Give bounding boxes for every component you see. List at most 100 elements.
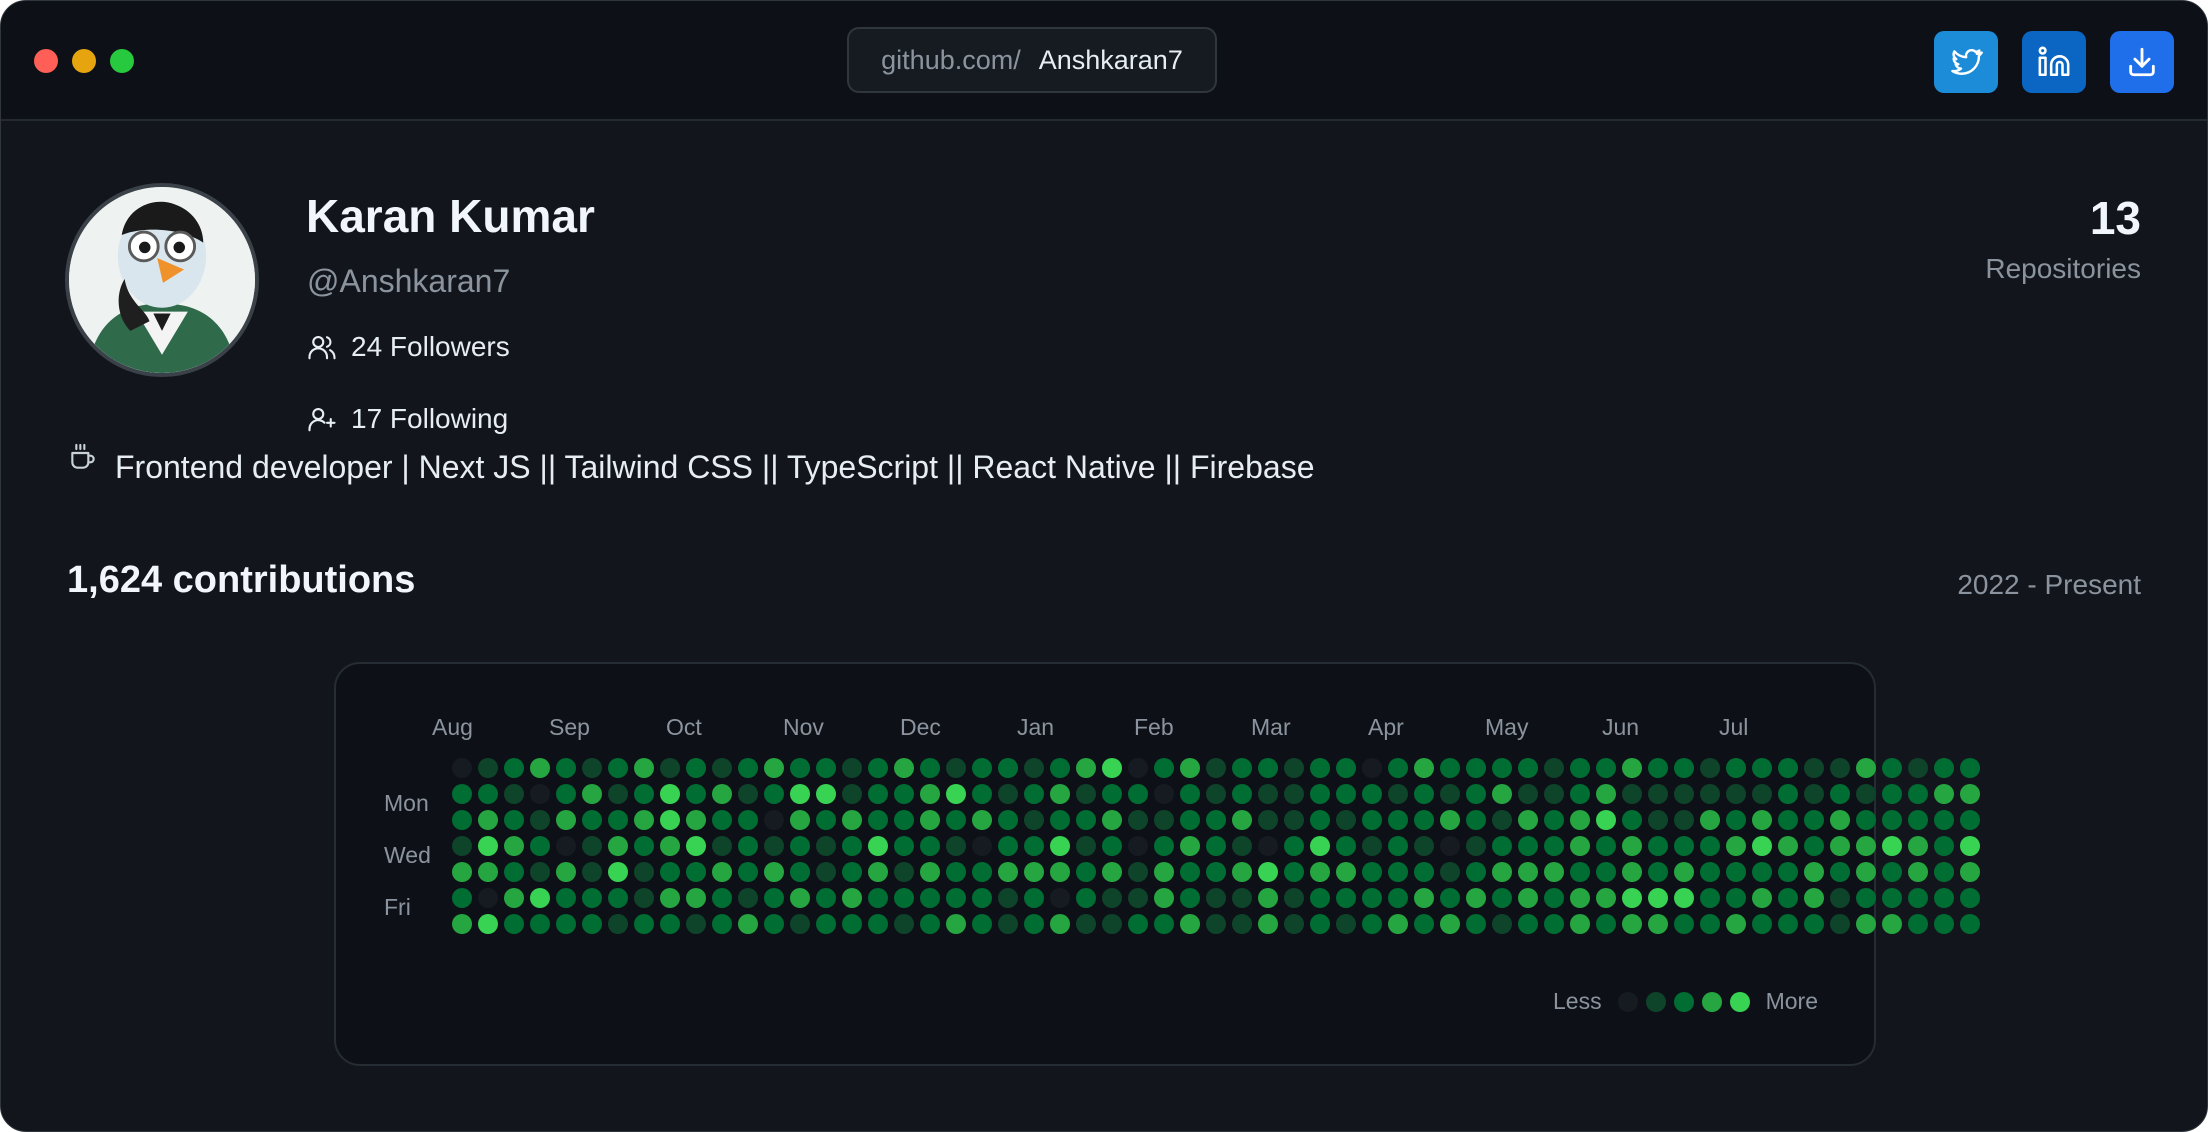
- contribution-cell[interactable]: [894, 914, 914, 934]
- contribution-cell[interactable]: [1492, 810, 1512, 830]
- contribution-cell[interactable]: [764, 784, 784, 804]
- contribution-cell[interactable]: [1466, 784, 1486, 804]
- contribution-cell[interactable]: [842, 758, 862, 778]
- contribution-cell[interactable]: [894, 862, 914, 882]
- contribution-cell[interactable]: [686, 862, 706, 882]
- contribution-cell[interactable]: [1336, 914, 1356, 934]
- contribution-cell[interactable]: [452, 836, 472, 856]
- contribution-cell[interactable]: [1050, 888, 1070, 908]
- contribution-cell[interactable]: [1830, 758, 1850, 778]
- contribution-cell[interactable]: [1258, 888, 1278, 908]
- contribution-cell[interactable]: [1596, 836, 1616, 856]
- contribution-cell[interactable]: [1128, 810, 1148, 830]
- contribution-cell[interactable]: [530, 784, 550, 804]
- contribution-cell[interactable]: [608, 758, 628, 778]
- contribution-cell[interactable]: [660, 862, 680, 882]
- contribution-cell[interactable]: [1232, 914, 1252, 934]
- contribution-cell[interactable]: [1180, 784, 1200, 804]
- contribution-cell[interactable]: [1336, 758, 1356, 778]
- contribution-cell[interactable]: [686, 888, 706, 908]
- contribution-cell[interactable]: [1310, 888, 1330, 908]
- contribution-cell[interactable]: [790, 810, 810, 830]
- contribution-cell[interactable]: [1960, 758, 1980, 778]
- contribution-cell[interactable]: [868, 810, 888, 830]
- contribution-cell[interactable]: [1830, 810, 1850, 830]
- contribution-cell[interactable]: [556, 836, 576, 856]
- contribution-cell[interactable]: [1284, 914, 1304, 934]
- contribution-cell[interactable]: [1726, 784, 1746, 804]
- contribution-cell[interactable]: [530, 810, 550, 830]
- contribution-cell[interactable]: [1726, 810, 1746, 830]
- contribution-cell[interactable]: [582, 810, 602, 830]
- contribution-cell[interactable]: [1388, 810, 1408, 830]
- contribution-cell[interactable]: [1908, 888, 1928, 908]
- contribution-cell[interactable]: [972, 784, 992, 804]
- contribution-cell[interactable]: [1102, 862, 1122, 882]
- contribution-cell[interactable]: [920, 888, 940, 908]
- contribution-cell[interactable]: [556, 914, 576, 934]
- contribution-cell[interactable]: [1778, 836, 1798, 856]
- contribution-cell[interactable]: [452, 888, 472, 908]
- contribution-cell[interactable]: [920, 784, 940, 804]
- contribution-cell[interactable]: [1752, 888, 1772, 908]
- contribution-cell[interactable]: [1804, 862, 1824, 882]
- contribution-cell[interactable]: [608, 836, 628, 856]
- contribution-cell[interactable]: [920, 862, 940, 882]
- contribution-cell[interactable]: [1232, 784, 1252, 804]
- zoom-window-button[interactable]: [110, 49, 134, 73]
- contribution-cell[interactable]: [1466, 810, 1486, 830]
- contribution-cell[interactable]: [1154, 810, 1174, 830]
- contribution-cell[interactable]: [1700, 758, 1720, 778]
- linkedin-button[interactable]: [2022, 31, 2086, 93]
- contribution-cell[interactable]: [686, 758, 706, 778]
- contribution-cell[interactable]: [1232, 836, 1252, 856]
- contribution-cell[interactable]: [452, 914, 472, 934]
- contribution-cell[interactable]: [1518, 784, 1538, 804]
- contribution-cell[interactable]: [556, 758, 576, 778]
- contribution-cell[interactable]: [764, 888, 784, 908]
- contribution-cell[interactable]: [1856, 888, 1876, 908]
- contribution-cell[interactable]: [1544, 784, 1564, 804]
- contribution-cell[interactable]: [582, 914, 602, 934]
- contribution-cell[interactable]: [1856, 862, 1876, 882]
- contribution-cell[interactable]: [868, 914, 888, 934]
- contribution-cell[interactable]: [894, 836, 914, 856]
- contribution-cell[interactable]: [686, 836, 706, 856]
- contribution-cell[interactable]: [1544, 914, 1564, 934]
- contribution-cell[interactable]: [998, 836, 1018, 856]
- contribution-cell[interactable]: [738, 758, 758, 778]
- contribution-cell[interactable]: [1570, 862, 1590, 882]
- contribution-cell[interactable]: [1674, 836, 1694, 856]
- contribution-cell[interactable]: [1492, 914, 1512, 934]
- contribution-cell[interactable]: [972, 862, 992, 882]
- contribution-cell[interactable]: [1830, 862, 1850, 882]
- contribution-cell[interactable]: [1752, 862, 1772, 882]
- contribution-cell[interactable]: [660, 888, 680, 908]
- contribution-cell[interactable]: [556, 784, 576, 804]
- contribution-cell[interactable]: [478, 758, 498, 778]
- contribution-cell[interactable]: [1908, 836, 1928, 856]
- contribution-cell[interactable]: [1206, 758, 1226, 778]
- contribution-cell[interactable]: [1960, 810, 1980, 830]
- contribution-cell[interactable]: [764, 836, 784, 856]
- contribution-cell[interactable]: [608, 784, 628, 804]
- contribution-cell[interactable]: [738, 836, 758, 856]
- contribution-cell[interactable]: [1180, 758, 1200, 778]
- contribution-cell[interactable]: [1570, 758, 1590, 778]
- contribution-cell[interactable]: [1960, 914, 1980, 934]
- contribution-cell[interactable]: [452, 862, 472, 882]
- contribution-cell[interactable]: [1830, 784, 1850, 804]
- contribution-cell[interactable]: [452, 758, 472, 778]
- contribution-cell[interactable]: [530, 836, 550, 856]
- contribution-cell[interactable]: [790, 784, 810, 804]
- contribution-cell[interactable]: [1414, 758, 1434, 778]
- contribution-cell[interactable]: [1856, 784, 1876, 804]
- contribution-cell[interactable]: [1310, 784, 1330, 804]
- contribution-cell[interactable]: [1440, 836, 1460, 856]
- contribution-cell[interactable]: [1726, 758, 1746, 778]
- contribution-cell[interactable]: [1466, 914, 1486, 934]
- contribution-cell[interactable]: [1024, 810, 1044, 830]
- contribution-cell[interactable]: [1414, 914, 1434, 934]
- contribution-cell[interactable]: [478, 836, 498, 856]
- contribution-cell[interactable]: [530, 888, 550, 908]
